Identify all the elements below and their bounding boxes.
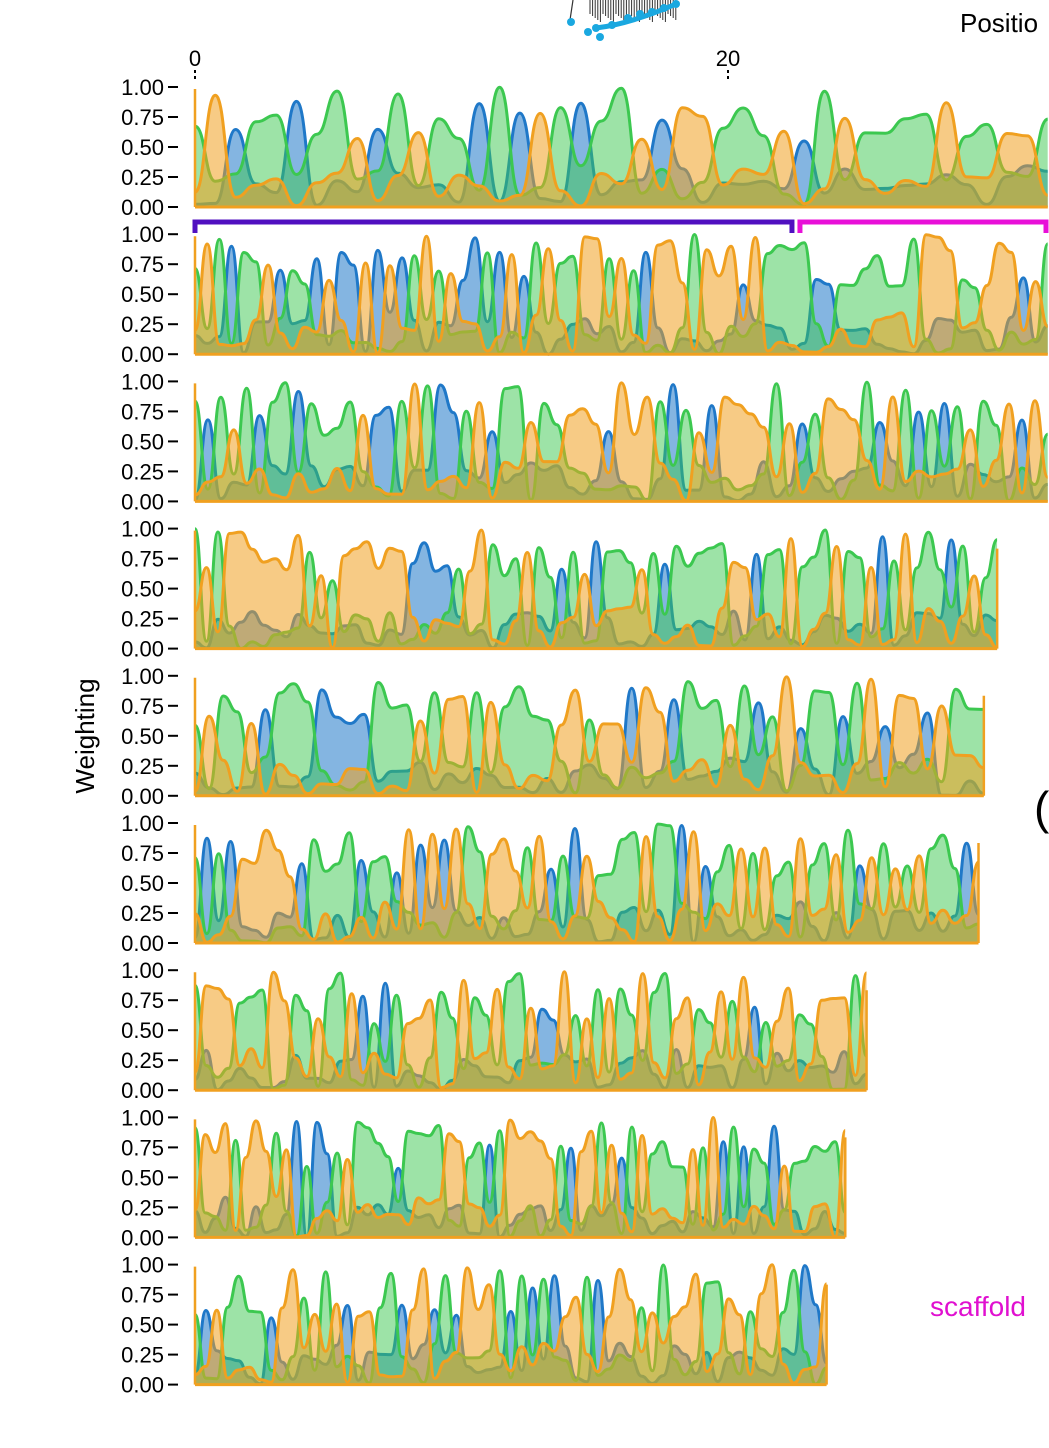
series-area <box>195 971 867 1091</box>
y-tick-label: 0.00 <box>121 342 164 367</box>
y-tick-label: 1.00 <box>121 222 164 247</box>
series-line <box>195 970 867 1090</box>
y-tick-label: 0.75 <box>121 547 164 572</box>
y-tick-label: 0.00 <box>121 1373 164 1398</box>
series-line <box>195 85 1048 207</box>
y-tick-label: 0.25 <box>121 1343 164 1368</box>
x-tick-label: 0 <box>189 46 201 71</box>
tree-leaf-dot <box>567 18 575 26</box>
stacked-panels: 1.000.750.500.250.001.000.750.500.250.00… <box>121 75 1049 1398</box>
y-tick-label: 0.75 <box>121 399 164 424</box>
series-area <box>195 983 867 1091</box>
y-tick-label: 0.50 <box>121 724 164 749</box>
weighting-panel: 1.00 0.75 0.50 0.25 0.00 <box>121 369 1048 514</box>
y-tick-label: 1.00 <box>121 517 164 542</box>
y-tick-label: 0.25 <box>121 459 164 484</box>
series-area <box>195 676 984 796</box>
y-tick-label: 0.25 <box>121 312 164 337</box>
y-tick-label: 0.50 <box>121 871 164 896</box>
weighting-panel: 1.00 0.75 0.50 0.25 0.00 <box>121 664 986 809</box>
y-tick-label: 1.00 <box>121 75 164 100</box>
y-tick-label: 1.00 <box>121 1253 164 1278</box>
y-axis-title: Weighting <box>70 678 100 793</box>
y-tick-label: 0.25 <box>121 1048 164 1073</box>
y-tick-label: 0.25 <box>121 165 164 190</box>
weighting-panel: 1.00 0.75 0.50 0.25 0.00 <box>121 75 1048 220</box>
y-tick-label: 1.00 <box>121 1105 164 1130</box>
series-area <box>195 234 1048 355</box>
scaffold-label: scaffold <box>930 1291 1026 1322</box>
series-area <box>195 1122 846 1238</box>
x-tick-label: 20 <box>716 46 740 71</box>
region-bracket <box>797 219 1049 233</box>
y-tick-label: 0.00 <box>121 1225 164 1250</box>
y-tick-label: 0.25 <box>121 754 164 779</box>
paren-glyph: ( <box>1034 782 1049 834</box>
series-area <box>195 382 1048 502</box>
y-tick-label: 0.25 <box>121 901 164 926</box>
series-line <box>195 675 984 796</box>
y-tick-label: 0.50 <box>121 1018 164 1043</box>
series-area <box>195 829 979 943</box>
series-line <box>195 381 1048 503</box>
x-axis: 0 20 <box>189 46 740 82</box>
y-tick-label: 0.50 <box>121 1313 164 1338</box>
series-line <box>195 233 1048 355</box>
y-tick-label: 1.00 <box>121 958 164 983</box>
y-tick-label: 0.50 <box>121 577 164 602</box>
series-line <box>195 680 984 795</box>
y-tick-label: 0.50 <box>121 1165 164 1190</box>
series-area <box>195 530 998 649</box>
y-tick-label: 0.75 <box>121 1135 164 1160</box>
y-tick-label: 0.00 <box>121 489 164 514</box>
y-tick-label: 0.00 <box>121 931 164 956</box>
y-tick-label: 1.00 <box>121 369 164 394</box>
weighting-panel: 1.00 0.75 0.50 0.25 0.00 <box>121 1105 847 1250</box>
tree-leaf-dot <box>596 33 604 41</box>
tree-fragment <box>567 0 680 41</box>
series-area <box>195 536 998 649</box>
y-tick-label: 0.50 <box>121 282 164 307</box>
y-tick-label: 0.75 <box>121 252 164 277</box>
series-area <box>195 1117 846 1238</box>
tree-leaf-dot <box>584 28 592 36</box>
position-label: Positio <box>960 8 1038 38</box>
series-line <box>195 528 998 650</box>
weighting-panel: 1.00 0.75 0.50 0.25 0.00 <box>121 222 1048 367</box>
weighting-panel: 1.00 0.75 0.50 0.25 0.00 <box>121 811 980 956</box>
y-tick-label: 1.00 <box>121 811 164 836</box>
weighting-panel: 1.00 0.75 0.50 0.25 0.00 <box>121 517 999 662</box>
y-tick-label: 0.50 <box>121 135 164 160</box>
series-line <box>195 1263 827 1385</box>
series-area <box>195 95 1048 207</box>
y-tick-label: 0.00 <box>121 195 164 220</box>
y-tick-label: 0.75 <box>121 841 164 866</box>
y-tick-label: 0.00 <box>121 1078 164 1103</box>
series-line <box>195 827 979 944</box>
y-tick-label: 0.25 <box>121 607 164 632</box>
y-tick-label: 0.75 <box>121 105 164 130</box>
weighting-panel: 1.00 0.75 0.50 0.25 0.00 <box>121 958 868 1103</box>
y-tick-label: 0.75 <box>121 988 164 1013</box>
y-tick-label: 0.00 <box>121 784 164 809</box>
y-tick-label: 0.75 <box>121 694 164 719</box>
y-tick-label: 0.50 <box>121 429 164 454</box>
y-tick-label: 0.75 <box>121 1283 164 1308</box>
series-area <box>195 681 984 796</box>
y-tick-label: 0.25 <box>121 1195 164 1220</box>
region-bracket <box>192 219 795 233</box>
weighting-panel: 1.00 0.75 0.50 0.25 0.00 <box>121 1253 828 1398</box>
series-line <box>195 93 1048 208</box>
series-area <box>195 973 867 1091</box>
y-tick-label: 1.00 <box>121 664 164 689</box>
y-tick-label: 0.00 <box>121 637 164 662</box>
